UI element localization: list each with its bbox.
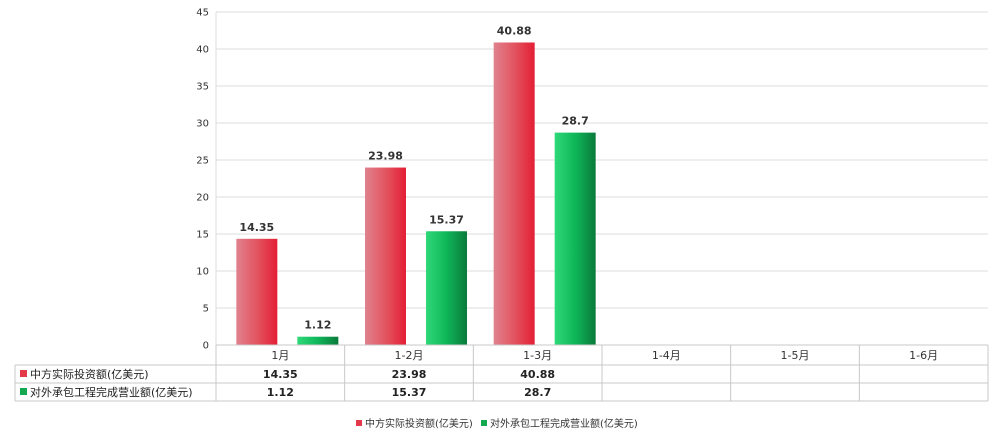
data-label: 1.12 xyxy=(304,319,331,332)
legend-entry: 对外承包工程完成营业额(亿美元) xyxy=(490,417,638,430)
bar xyxy=(554,132,596,345)
x-category-label: 1-3月 xyxy=(523,349,552,362)
y-tick-label: 25 xyxy=(196,156,209,167)
bar xyxy=(297,336,339,345)
legend: 中方实际投资额(亿美元) 对外承包工程完成营业额(亿美元) xyxy=(356,417,638,430)
y-tick-label: 45 xyxy=(196,8,209,19)
legend-swatch xyxy=(356,420,362,426)
data-label: 23.98 xyxy=(368,150,403,163)
table-legend-key xyxy=(20,388,27,395)
table-cell: 15.37 xyxy=(392,386,427,399)
data-label: 15.37 xyxy=(429,213,464,226)
bars xyxy=(236,42,596,345)
bar xyxy=(236,238,278,345)
bar xyxy=(365,167,406,345)
y-tick-label: 40 xyxy=(196,45,209,56)
table-cell: 1.12 xyxy=(267,386,294,399)
y-tick-label: 30 xyxy=(196,119,209,130)
y-tick-label: 35 xyxy=(196,82,209,93)
data-label: 14.35 xyxy=(239,221,274,234)
table-cell: 40.88 xyxy=(520,368,555,381)
y-tick-label: 0 xyxy=(203,341,209,352)
grid-lines xyxy=(215,11,988,346)
data-label: 28.7 xyxy=(562,115,589,128)
data-label: 40.88 xyxy=(497,24,532,37)
x-category-label: 1月 xyxy=(271,349,289,362)
bar xyxy=(493,42,535,345)
y-axis-ticks: 0 5 10 15 20 25 30 35 40 45 xyxy=(196,8,209,352)
legend-entry: 中方实际投资额(亿美元) xyxy=(365,417,473,430)
table-row-label: 中方实际投资额(亿美元) xyxy=(30,367,149,381)
x-category-label: 1-2月 xyxy=(395,349,424,362)
x-category-label: 1-4月 xyxy=(652,349,681,362)
table-cell: 14.35 xyxy=(263,368,298,381)
table-cell: 28.7 xyxy=(524,386,551,399)
x-category-label: 1-6月 xyxy=(909,349,938,362)
data-labels: 14.35 23.98 40.88 1.12 15.37 28.7 xyxy=(239,24,588,331)
table-legend-key xyxy=(20,370,27,377)
y-tick-label: 5 xyxy=(203,304,209,315)
y-tick-label: 15 xyxy=(196,230,209,241)
table-row-label: 对外承包工程完成营业额(亿美元) xyxy=(30,385,193,399)
y-tick-label: 20 xyxy=(196,193,209,204)
x-category-label: 1-5月 xyxy=(781,349,810,362)
table-cell: 23.98 xyxy=(392,368,427,381)
legend-swatch xyxy=(481,420,487,426)
bar xyxy=(426,231,467,345)
y-tick-label: 10 xyxy=(196,267,209,278)
